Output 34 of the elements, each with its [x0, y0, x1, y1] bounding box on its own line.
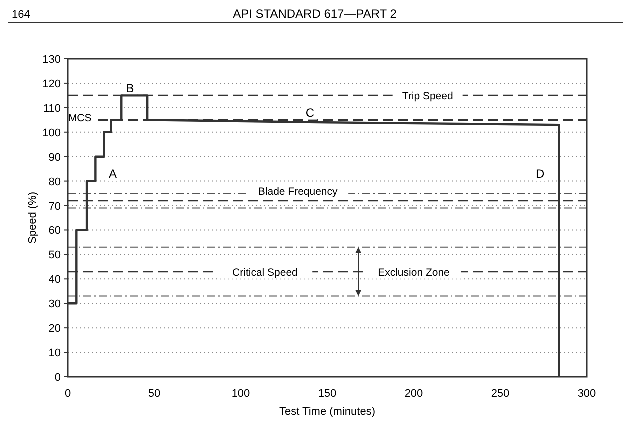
y-tick-label: 80	[48, 176, 61, 188]
x-tick-label: 250	[491, 388, 510, 400]
y-tick-label: 20	[48, 323, 61, 336]
y-tick-label: 120	[42, 78, 61, 90]
annotation: Critical Speed	[232, 266, 298, 279]
y-tick-label: 10	[48, 348, 61, 360]
y-tick-label: 30	[48, 298, 61, 311]
x-tick-label: 150	[318, 388, 337, 400]
annotation: C	[306, 106, 315, 120]
y-tick-label: 110	[43, 102, 61, 115]
annotation: Blade Frequency	[258, 186, 339, 198]
text: 164	[12, 9, 30, 21]
x-tick-label: 300	[578, 388, 596, 400]
y-tick-label: 130	[42, 54, 61, 66]
y-tick-label: 100	[42, 127, 61, 140]
x-tick-label: 50	[148, 388, 161, 400]
y-tick-label: 70	[48, 200, 61, 213]
y-tick-label: 90	[48, 152, 61, 164]
annotation: D	[536, 166, 545, 181]
annotation: B	[126, 81, 134, 96]
x-tick-label: 0	[64, 388, 72, 400]
chart-title: API STANDARD 617—PART 2	[233, 7, 398, 21]
y-tick-label: 50	[48, 250, 61, 262]
y-tick-label: 60	[48, 225, 61, 238]
y-tick-label: 40	[48, 274, 61, 286]
annotation: MCS	[68, 112, 92, 125]
annotation: A	[108, 166, 117, 181]
annotation: Trip Speed	[402, 90, 454, 103]
y-tick-label: 0	[54, 372, 61, 384]
annotation: Exclusion Zone	[378, 266, 450, 279]
x-tick-label: 100	[232, 388, 250, 400]
x-axis-title: Test Time (minutes)	[280, 406, 376, 418]
x-tick-label: 200	[404, 388, 424, 400]
y-axis-title: Speed (%)	[27, 192, 39, 244]
